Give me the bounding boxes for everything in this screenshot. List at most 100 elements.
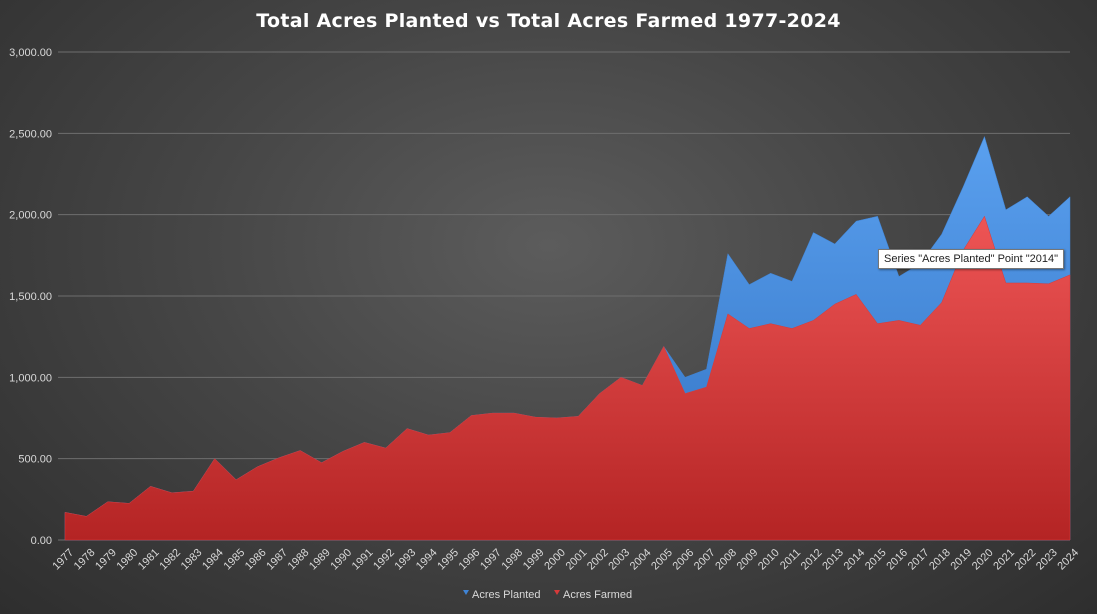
- x-tick-label: 2023: [1034, 547, 1060, 573]
- data-point[interactable]: [832, 241, 838, 247]
- data-point[interactable]: [1067, 194, 1073, 200]
- data-point[interactable]: [383, 445, 389, 451]
- x-tick-label: 2002: [585, 547, 611, 573]
- x-tick-label: 2005: [649, 547, 675, 573]
- data-point[interactable]: [917, 322, 923, 328]
- data-point[interactable]: [511, 410, 517, 416]
- data-point[interactable]: [490, 410, 496, 416]
- data-point[interactable]: [426, 432, 432, 438]
- data-point[interactable]: [361, 439, 367, 445]
- series-area-acres-farmed[interactable]: [64, 215, 1071, 541]
- x-tick-label: 2010: [756, 547, 782, 573]
- x-tick-label: 2007: [692, 547, 718, 573]
- data-point[interactable]: [447, 430, 453, 436]
- data-point[interactable]: [746, 326, 752, 332]
- data-point[interactable]: [212, 456, 218, 462]
- data-point[interactable]: [768, 270, 774, 276]
- data-point[interactable]: [618, 374, 624, 380]
- x-tick-label: 1995: [435, 547, 461, 573]
- data-point[interactable]: [981, 213, 987, 219]
- data-point[interactable]: [1003, 207, 1009, 213]
- data-point[interactable]: [575, 413, 581, 419]
- data-point[interactable]: [190, 488, 196, 494]
- x-tick-label: 2017: [906, 547, 932, 573]
- data-point[interactable]: [126, 500, 132, 506]
- x-tick-label: 2019: [949, 547, 975, 573]
- data-point[interactable]: [1046, 213, 1052, 219]
- data-point[interactable]: [639, 382, 645, 388]
- data-point[interactable]: [703, 384, 709, 390]
- data-point[interactable]: [83, 513, 89, 519]
- x-tick-label: 1978: [72, 547, 98, 573]
- data-point[interactable]: [960, 184, 966, 190]
- data-point[interactable]: [62, 509, 68, 515]
- x-tick-label: 2006: [671, 547, 697, 573]
- data-point[interactable]: [597, 391, 603, 397]
- data-point[interactable]: [768, 321, 774, 327]
- data-point[interactable]: [404, 426, 410, 432]
- x-tick-label: 1999: [521, 547, 547, 573]
- x-tick-label: 1986: [243, 547, 269, 573]
- x-tick-label: 1982: [157, 547, 183, 573]
- data-point[interactable]: [896, 273, 902, 279]
- data-point[interactable]: [682, 391, 688, 397]
- data-point[interactable]: [1003, 280, 1009, 286]
- data-point[interactable]: [1024, 280, 1030, 286]
- data-point[interactable]: [875, 321, 881, 327]
- data-point[interactable]: [105, 499, 111, 505]
- data-point[interactable]: [1046, 281, 1052, 287]
- data-point[interactable]: [148, 483, 154, 489]
- x-tick-label: 1992: [371, 547, 397, 573]
- legend-label[interactable]: Acres Planted: [472, 589, 540, 601]
- data-point[interactable]: [1067, 272, 1073, 278]
- data-point[interactable]: [875, 213, 881, 219]
- y-tick-label: 1,000.00: [9, 372, 52, 384]
- x-tick-label: 2003: [606, 547, 632, 573]
- data-point[interactable]: [254, 464, 260, 470]
- data-point[interactable]: [725, 251, 731, 257]
- data-point-tooltip: Series "Acres Planted" Point "2014": [878, 249, 1064, 269]
- x-tick-label: 1998: [499, 547, 525, 573]
- data-point[interactable]: [468, 413, 474, 419]
- data-point[interactable]: [981, 134, 987, 140]
- data-point[interactable]: [810, 230, 816, 236]
- data-point[interactable]: [789, 326, 795, 332]
- data-point[interactable]: [532, 414, 538, 420]
- data-point[interactable]: [853, 218, 859, 224]
- data-point[interactable]: [276, 455, 282, 461]
- legend: Acres Planted Acres Farmed: [463, 589, 632, 601]
- x-tick-label: 2013: [820, 547, 846, 573]
- y-tick-label: 2,500.00: [9, 128, 52, 140]
- data-point[interactable]: [1024, 194, 1030, 200]
- data-point[interactable]: [297, 448, 303, 454]
- data-point[interactable]: [233, 477, 239, 483]
- legend-label[interactable]: Acres Farmed: [563, 589, 632, 601]
- x-tick-label: 2014: [842, 547, 868, 573]
- x-tick-label: 1977: [50, 547, 76, 573]
- x-tick-label: 2011: [778, 547, 803, 572]
- data-point[interactable]: [832, 301, 838, 307]
- x-tick-label: 1996: [457, 547, 483, 573]
- data-point[interactable]: [169, 490, 175, 496]
- y-tick-label: 500.00: [18, 454, 52, 466]
- data-point[interactable]: [725, 311, 731, 317]
- data-point[interactable]: [896, 317, 902, 323]
- data-point[interactable]: [939, 231, 945, 237]
- x-tick-label: 2004: [628, 547, 654, 573]
- data-point[interactable]: [810, 317, 816, 323]
- data-point[interactable]: [682, 374, 688, 380]
- data-point[interactable]: [554, 415, 560, 421]
- x-tick-label: 1987: [264, 547, 290, 573]
- data-point[interactable]: [746, 282, 752, 288]
- data-point[interactable]: [853, 291, 859, 297]
- data-point[interactable]: [661, 343, 667, 349]
- data-point[interactable]: [319, 460, 325, 466]
- x-tick-label: 2024: [1055, 547, 1081, 573]
- data-point[interactable]: [939, 300, 945, 306]
- data-point[interactable]: [703, 366, 709, 372]
- x-tick-label: 2015: [863, 547, 889, 573]
- data-point[interactable]: [789, 278, 795, 284]
- data-point[interactable]: [340, 448, 346, 454]
- legend-marker: [554, 590, 560, 595]
- x-tick-label: 2018: [927, 547, 953, 573]
